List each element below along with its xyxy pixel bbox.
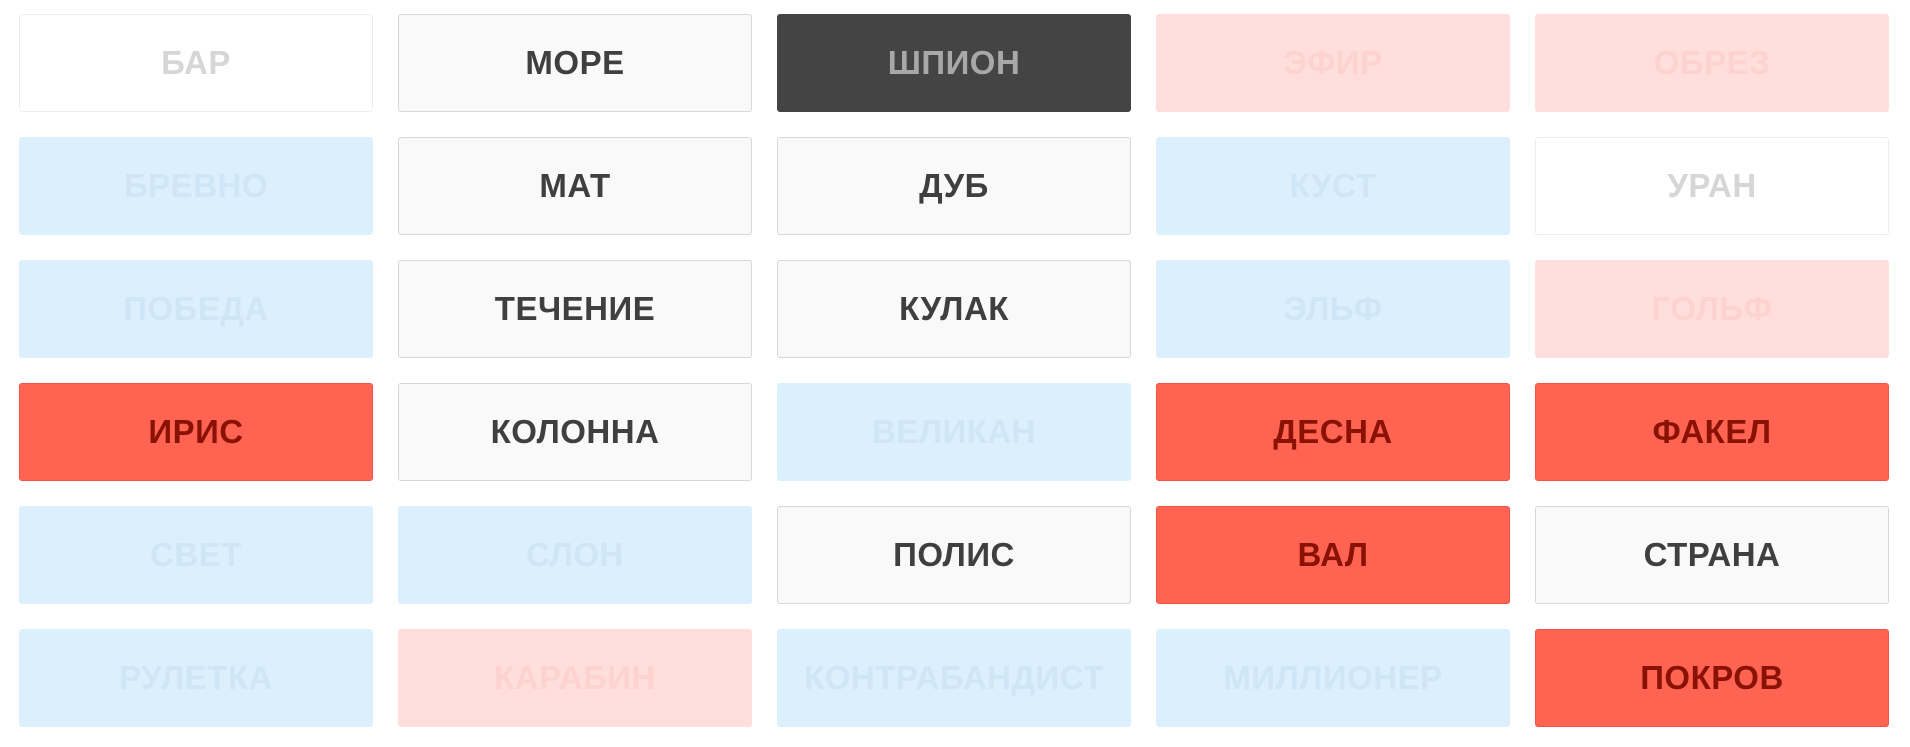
- word-card[interactable]: УРАН: [1535, 137, 1889, 235]
- word-card[interactable]: ШПИОН: [777, 14, 1131, 112]
- word-card[interactable]: ПОБЕДА: [19, 260, 373, 358]
- card-word: БРЕВНО: [123, 167, 269, 204]
- card-word: ПОКРОВ: [1640, 659, 1784, 696]
- word-card[interactable]: МОРЕ: [398, 14, 752, 112]
- card-word: СВЕТ: [150, 536, 242, 573]
- card-word: ОБРЕЗ: [1653, 44, 1771, 81]
- card-word: ДЕСНА: [1273, 413, 1393, 450]
- card-word: ДУБ: [919, 167, 989, 204]
- word-card[interactable]: ГОЛЬФ: [1535, 260, 1889, 358]
- word-card[interactable]: БРЕВНО: [19, 137, 373, 235]
- word-card[interactable]: ПОЛИС: [777, 506, 1131, 604]
- word-card[interactable]: ИРИС: [19, 383, 373, 481]
- card-word: ЭФИР: [1283, 44, 1383, 81]
- card-word: ЭЛЬФ: [1283, 290, 1383, 327]
- word-card[interactable]: КАРАБИН: [398, 629, 752, 727]
- word-card[interactable]: ВЕЛИКАН: [777, 383, 1131, 481]
- card-word: КОНТРАБАНДИСТ: [804, 659, 1104, 696]
- card-word: ВАЛ: [1297, 536, 1369, 573]
- card-word: УРАН: [1667, 167, 1757, 204]
- word-card[interactable]: СТРАНА: [1535, 506, 1889, 604]
- word-card[interactable]: ОБРЕЗ: [1535, 14, 1889, 112]
- card-word: ФАКЕЛ: [1652, 413, 1772, 450]
- word-card[interactable]: РУЛЕТКА: [19, 629, 373, 727]
- word-card[interactable]: КОНТРАБАНДИСТ: [777, 629, 1131, 727]
- card-word: КОЛОННА: [490, 413, 660, 450]
- word-card[interactable]: СВЕТ: [19, 506, 373, 604]
- word-card[interactable]: ФАКЕЛ: [1535, 383, 1889, 481]
- word-card[interactable]: ПОКРОВ: [1535, 629, 1889, 727]
- card-word: СТРАНА: [1643, 536, 1781, 573]
- word-card[interactable]: ТЕЧЕНИЕ: [398, 260, 752, 358]
- card-word: ИРИС: [148, 413, 244, 450]
- card-word: КУЛАК: [899, 290, 1009, 327]
- word-card[interactable]: МИЛЛИОНЕР: [1156, 629, 1510, 727]
- word-card[interactable]: КУЛАК: [777, 260, 1131, 358]
- card-word: ВЕЛИКАН: [871, 413, 1037, 450]
- card-word: МИЛЛИОНЕР: [1223, 659, 1443, 696]
- word-card[interactable]: СЛОН: [398, 506, 752, 604]
- card-word: ПОЛИС: [893, 536, 1015, 573]
- word-card[interactable]: ЭФИР: [1156, 14, 1510, 112]
- word-card[interactable]: МАТ: [398, 137, 752, 235]
- card-word: СЛОН: [526, 536, 624, 573]
- word-card[interactable]: ДЕСНА: [1156, 383, 1510, 481]
- card-word: МАТ: [539, 167, 611, 204]
- card-word: ГОЛЬФ: [1651, 290, 1773, 327]
- word-card[interactable]: БАР: [19, 14, 373, 112]
- card-word: ПОБЕДА: [123, 290, 269, 327]
- word-card[interactable]: КОЛОННА: [398, 383, 752, 481]
- card-word: РУЛЕТКА: [119, 659, 273, 696]
- word-card[interactable]: ЭЛЬФ: [1156, 260, 1510, 358]
- word-card[interactable]: ВАЛ: [1156, 506, 1510, 604]
- card-word: КУСТ: [1289, 167, 1377, 204]
- card-word: ШПИОН: [887, 44, 1021, 81]
- word-card[interactable]: ДУБ: [777, 137, 1131, 235]
- card-word: ТЕЧЕНИЕ: [494, 290, 656, 327]
- card-word: КАРАБИН: [494, 659, 656, 696]
- card-word: МОРЕ: [525, 44, 625, 81]
- word-card[interactable]: КУСТ: [1156, 137, 1510, 235]
- card-word: БАР: [161, 44, 231, 81]
